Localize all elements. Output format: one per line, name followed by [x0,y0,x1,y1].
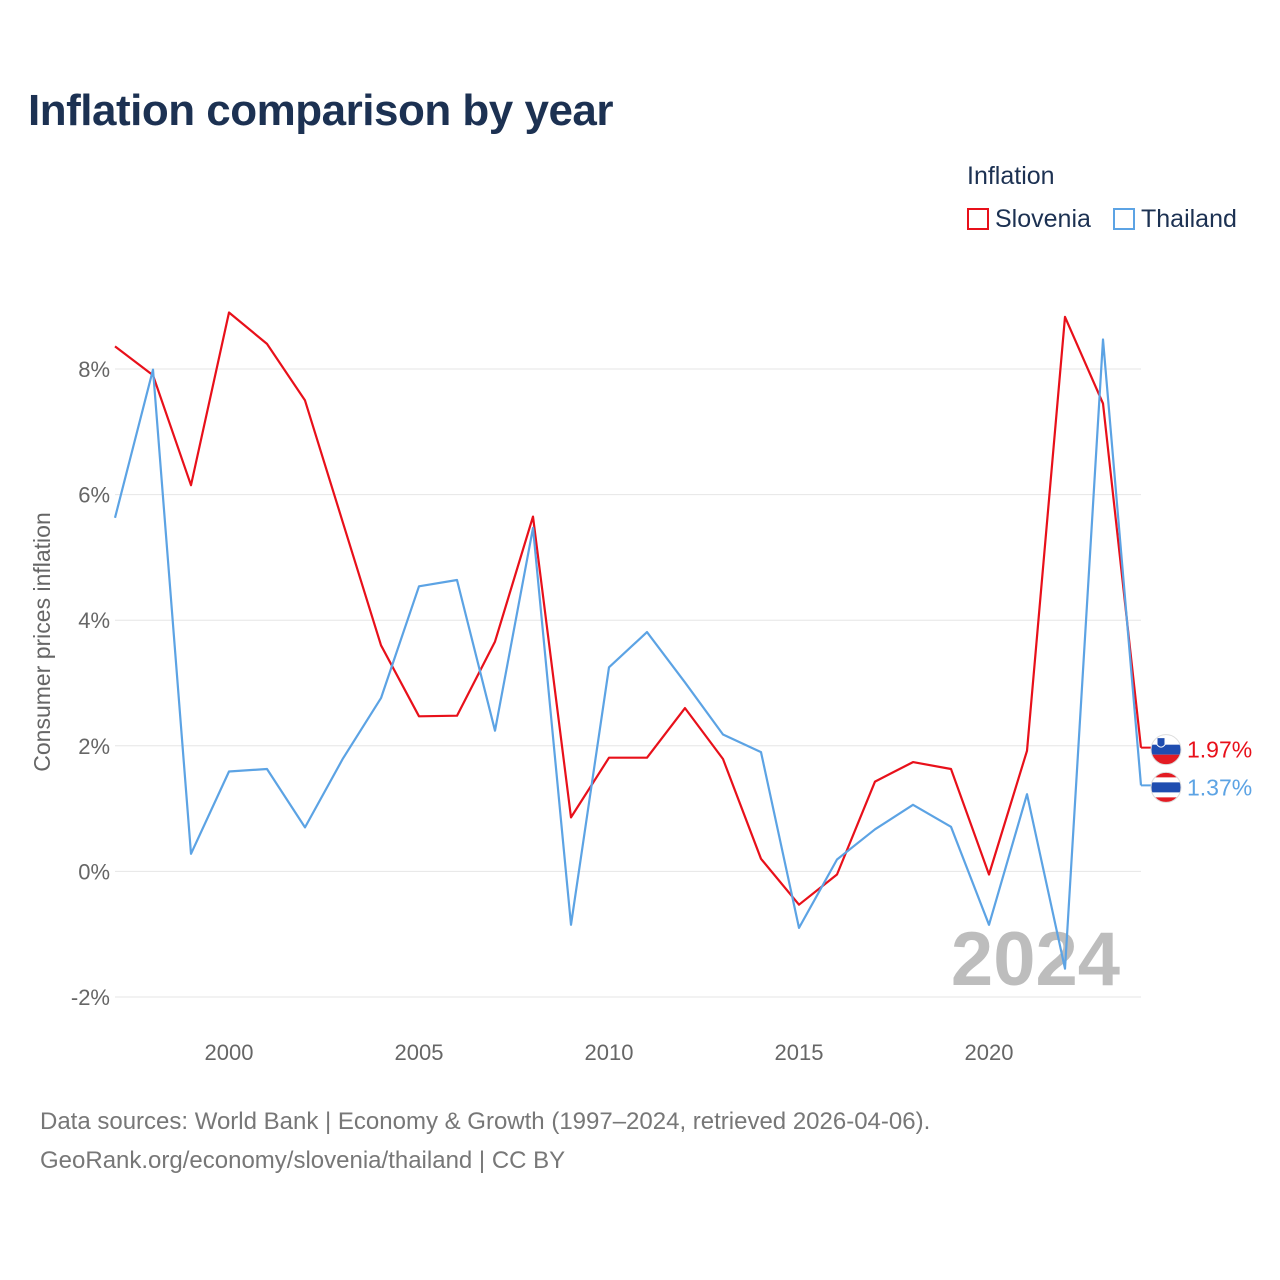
axes: -2% 0% 2% 4% 6% 8% 2000 2005 2010 2015 2020 [71,357,1014,1065]
y-tick-label: -2% [71,985,110,1010]
x-tick-label: 2005 [395,1040,444,1065]
footer-credit: GeoRank.org/economy/slovenia/thailand | … [40,1147,566,1174]
legend-swatch-slovenia [967,208,989,230]
gridlines [115,368,1141,998]
y-tick-label: 8% [78,357,110,382]
end-label-thailand: 1.37% [1187,774,1252,800]
legend-label-slovenia: Slovenia [995,204,1091,233]
legend-item-slovenia[interactable]: Slovenia [967,204,1091,234]
y-axis-title: Consumer prices inflation [29,512,55,772]
year-watermark: 2024 [951,917,1120,1002]
series-lines [113,311,1163,970]
legend-item-thailand[interactable]: Thailand [1113,204,1237,234]
series-line-thailand [113,338,1143,970]
y-tick-label: 6% [78,483,110,508]
series-line-slovenia [114,311,1143,906]
flag-thailand-icon [1150,771,1182,803]
chart-title: Inflation comparison by year [28,86,614,135]
x-tick-label: 2020 [965,1040,1014,1065]
end-markers: 1.97% 1.37% [1150,734,1252,803]
x-tick-label: 2000 [205,1040,254,1065]
x-tick-label: 2010 [585,1040,634,1065]
y-tick-label: 2% [78,734,110,759]
flag-slovenia-icon [1150,734,1182,766]
footer-sources: Data sources: World Bank | Economy & Gro… [40,1108,931,1135]
legend-swatch-thailand [1113,208,1135,230]
end-label-slovenia: 1.97% [1187,737,1252,763]
x-tick-label: 2015 [775,1040,824,1065]
legend-title: Inflation [967,162,1055,190]
legend-label-thailand: Thailand [1141,204,1237,233]
y-tick-label: 0% [78,859,110,884]
y-tick-label: 4% [78,608,110,633]
